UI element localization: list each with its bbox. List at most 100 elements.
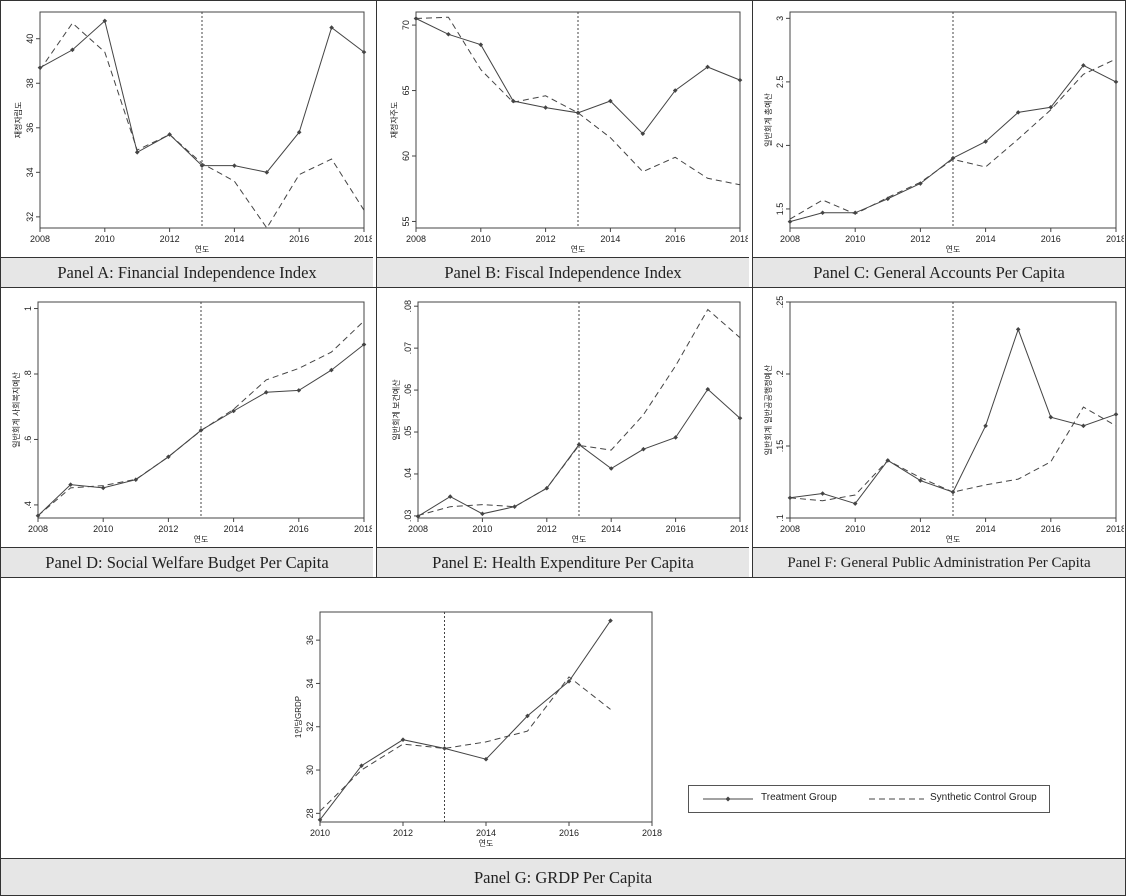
panel-b-synthetic-series-line (415, 16, 741, 186)
panel-a-xtick-label: 2012 (160, 234, 180, 244)
outer-border-top (0, 0, 1126, 1)
panel-a-ytick-label: 36 (25, 123, 35, 133)
panel-b-ytick-label: 65 (401, 86, 411, 96)
panel-b-chart: 2008 2010 2012 2014 2016 2018 55 60 65 70 연도 재정자주도 (389, 11, 748, 254)
panel-b-xtick-label: 2018 (730, 234, 748, 244)
panel-b-treatment-point (543, 105, 548, 110)
panel-f-xaxis-label: 연도 (946, 535, 961, 544)
panel-e-ytick-label: .08 (403, 300, 413, 313)
panel-f-xtick-label: 2014 (976, 524, 996, 534)
panel-b-treatment-point (510, 98, 516, 104)
panel-e-treatment-point (673, 435, 678, 440)
panel-c-ytick-label: 2.5 (775, 76, 785, 89)
panel-d-xtick-label: 2016 (289, 524, 309, 534)
panel-a-ytick-label: 38 (25, 78, 35, 88)
panel-a-treatment-point (102, 18, 108, 24)
panel-a-yaxis-label: 재정자립도 (13, 102, 23, 139)
panel-f-ytick-label: .1 (775, 514, 785, 522)
panel-f-xtick-label: 2018 (1106, 524, 1124, 534)
panel-e-xtick-label: 2012 (537, 524, 557, 534)
panel-a-xtick-label: 2008 (30, 234, 50, 244)
panel-b-treatment-point (672, 88, 678, 93)
panel-d-ytick-label: 1 (23, 306, 33, 311)
panel-e-treatment-point (512, 504, 517, 509)
panel-b-ytick-label: 60 (401, 151, 411, 161)
panel-a-ytick-label: 40 (25, 34, 35, 44)
panel-d-xtick-label: 2012 (158, 524, 178, 534)
legend: Treatment Group Synthetic Control Group (688, 785, 1050, 813)
panel-f-ytick-label: .2 (775, 370, 785, 378)
panel-g-xtick-label: 2012 (393, 828, 413, 838)
panel-d-treatment-point (35, 513, 41, 519)
panel-f-treatment-point (1113, 412, 1119, 417)
panel-f-caption: Panel F: General Public Administration P… (753, 547, 1125, 578)
panel-b-treatment-point (413, 16, 419, 21)
panel-g-treatment-point (483, 756, 489, 762)
panel-d-xaxis-label: 연도 (194, 535, 209, 544)
panel-d-xtick-label: 2008 (28, 524, 48, 534)
panel-b-xtick-label: 2012 (536, 234, 556, 244)
panel-c-treatment-point (1048, 104, 1054, 110)
panel-d-caption: Panel D: Social Welfare Budget Per Capit… (1, 547, 373, 578)
panel-c-yaxis-label: 일반회계 총예산 (763, 92, 773, 146)
panel-b-xtick-label: 2014 (600, 234, 620, 244)
panel-c-treatment-point (918, 181, 923, 186)
panel-b-xtick-label: 2010 (471, 234, 491, 244)
panel-f-xtick-label: 2010 (845, 524, 865, 534)
panel-d-treatment-point (133, 477, 139, 483)
panel-c-ytick-label: 2 (775, 143, 785, 148)
panel-c-xtick-label: 2018 (1106, 234, 1124, 244)
panel-d-synthetic-series-line (37, 320, 365, 517)
panel-f-xtick-label: 2016 (1041, 524, 1061, 534)
panel-b-xaxis-label: 연도 (571, 245, 586, 254)
panel-c-ytick-label: 3 (775, 16, 785, 21)
panel-g-treatment-point (317, 817, 323, 823)
panel-a-treatment-point (167, 132, 172, 137)
panel-g-ytick-label: 30 (305, 765, 315, 775)
panel-a-xtick-label: 2018 (354, 234, 372, 244)
panel-b-caption: Panel B: Fiscal Independence Index (377, 257, 749, 288)
panel-a-treatment-point (296, 129, 302, 135)
panel-d-xtick-label: 2014 (224, 524, 244, 534)
panel-a-treatment-point (70, 47, 75, 53)
panel-g-xtick-label: 2014 (476, 828, 496, 838)
panel-e-xtick-label: 2008 (408, 524, 428, 534)
panel-g-plot-area (319, 611, 653, 823)
panel-g-ytick-label: 36 (305, 635, 315, 645)
panel-c-xtick-label: 2012 (910, 234, 930, 244)
panel-g-treatment-point (400, 737, 406, 743)
panel-f-treatment-point (1048, 414, 1054, 420)
panel-b-ytick-label: 55 (401, 216, 411, 226)
panel-a-treatment-point (361, 49, 367, 55)
panel-e-treatment-point (447, 494, 453, 499)
panel-d-treatment-point (100, 485, 106, 491)
panel-d-ytick-label: .6 (23, 436, 33, 444)
legend-treatment-label: Treatment Group (761, 792, 837, 803)
panel-b-treatment-point (608, 98, 613, 104)
panel-g-xtick-label: 2016 (559, 828, 579, 838)
legend-treatment-marker (725, 796, 731, 802)
panel-g-synthetic-series-line (319, 676, 611, 812)
panel-a-synthetic-series-line (39, 22, 365, 229)
panel-a-xtick-label: 2016 (289, 234, 309, 244)
panel-d-chart: 2008 2010 2012 2014 2016 2018 .4 .6 .8 1 연도 일반회계 사회… (11, 301, 372, 544)
legend-synthetic-label: Synthetic Control Group (930, 792, 1037, 803)
panel-f-xtick-label: 2012 (910, 524, 930, 534)
panel-f-yaxis-label: 일반회계 일반공공행정예산 (763, 364, 773, 455)
panel-e-caption: Panel E: Health Expenditure Per Capita (377, 547, 749, 578)
panel-g-xtick-label: 2010 (310, 828, 330, 838)
panel-g-chart: 2010 2012 2014 2016 2018 28 30 32 34 36 연도 1인당GRDP (293, 611, 662, 848)
panel-a-chart: 2008 2010 2012 2014 2016 2018 32 34 36 38 40 연도 재정자립… (13, 11, 372, 254)
panel-c-xaxis-label: 연도 (946, 245, 961, 254)
panel-c-synthetic-series-line (789, 58, 1117, 220)
panel-a-treatment-point (232, 163, 237, 168)
panel-e-ytick-label: .03 (403, 510, 413, 523)
panel-f-synthetic-series-line (789, 406, 1117, 502)
panel-e-xtick-label: 2016 (666, 524, 686, 534)
panel-d-treatment-point (68, 482, 73, 487)
panel-e-xtick-label: 2010 (472, 524, 492, 534)
panel-d-ytick-label: .8 (23, 370, 33, 378)
panel-e-ytick-label: .07 (403, 342, 413, 355)
panel-e-treatment-point (705, 386, 711, 392)
panel-c-ytick-label: 1.5 (775, 203, 785, 216)
